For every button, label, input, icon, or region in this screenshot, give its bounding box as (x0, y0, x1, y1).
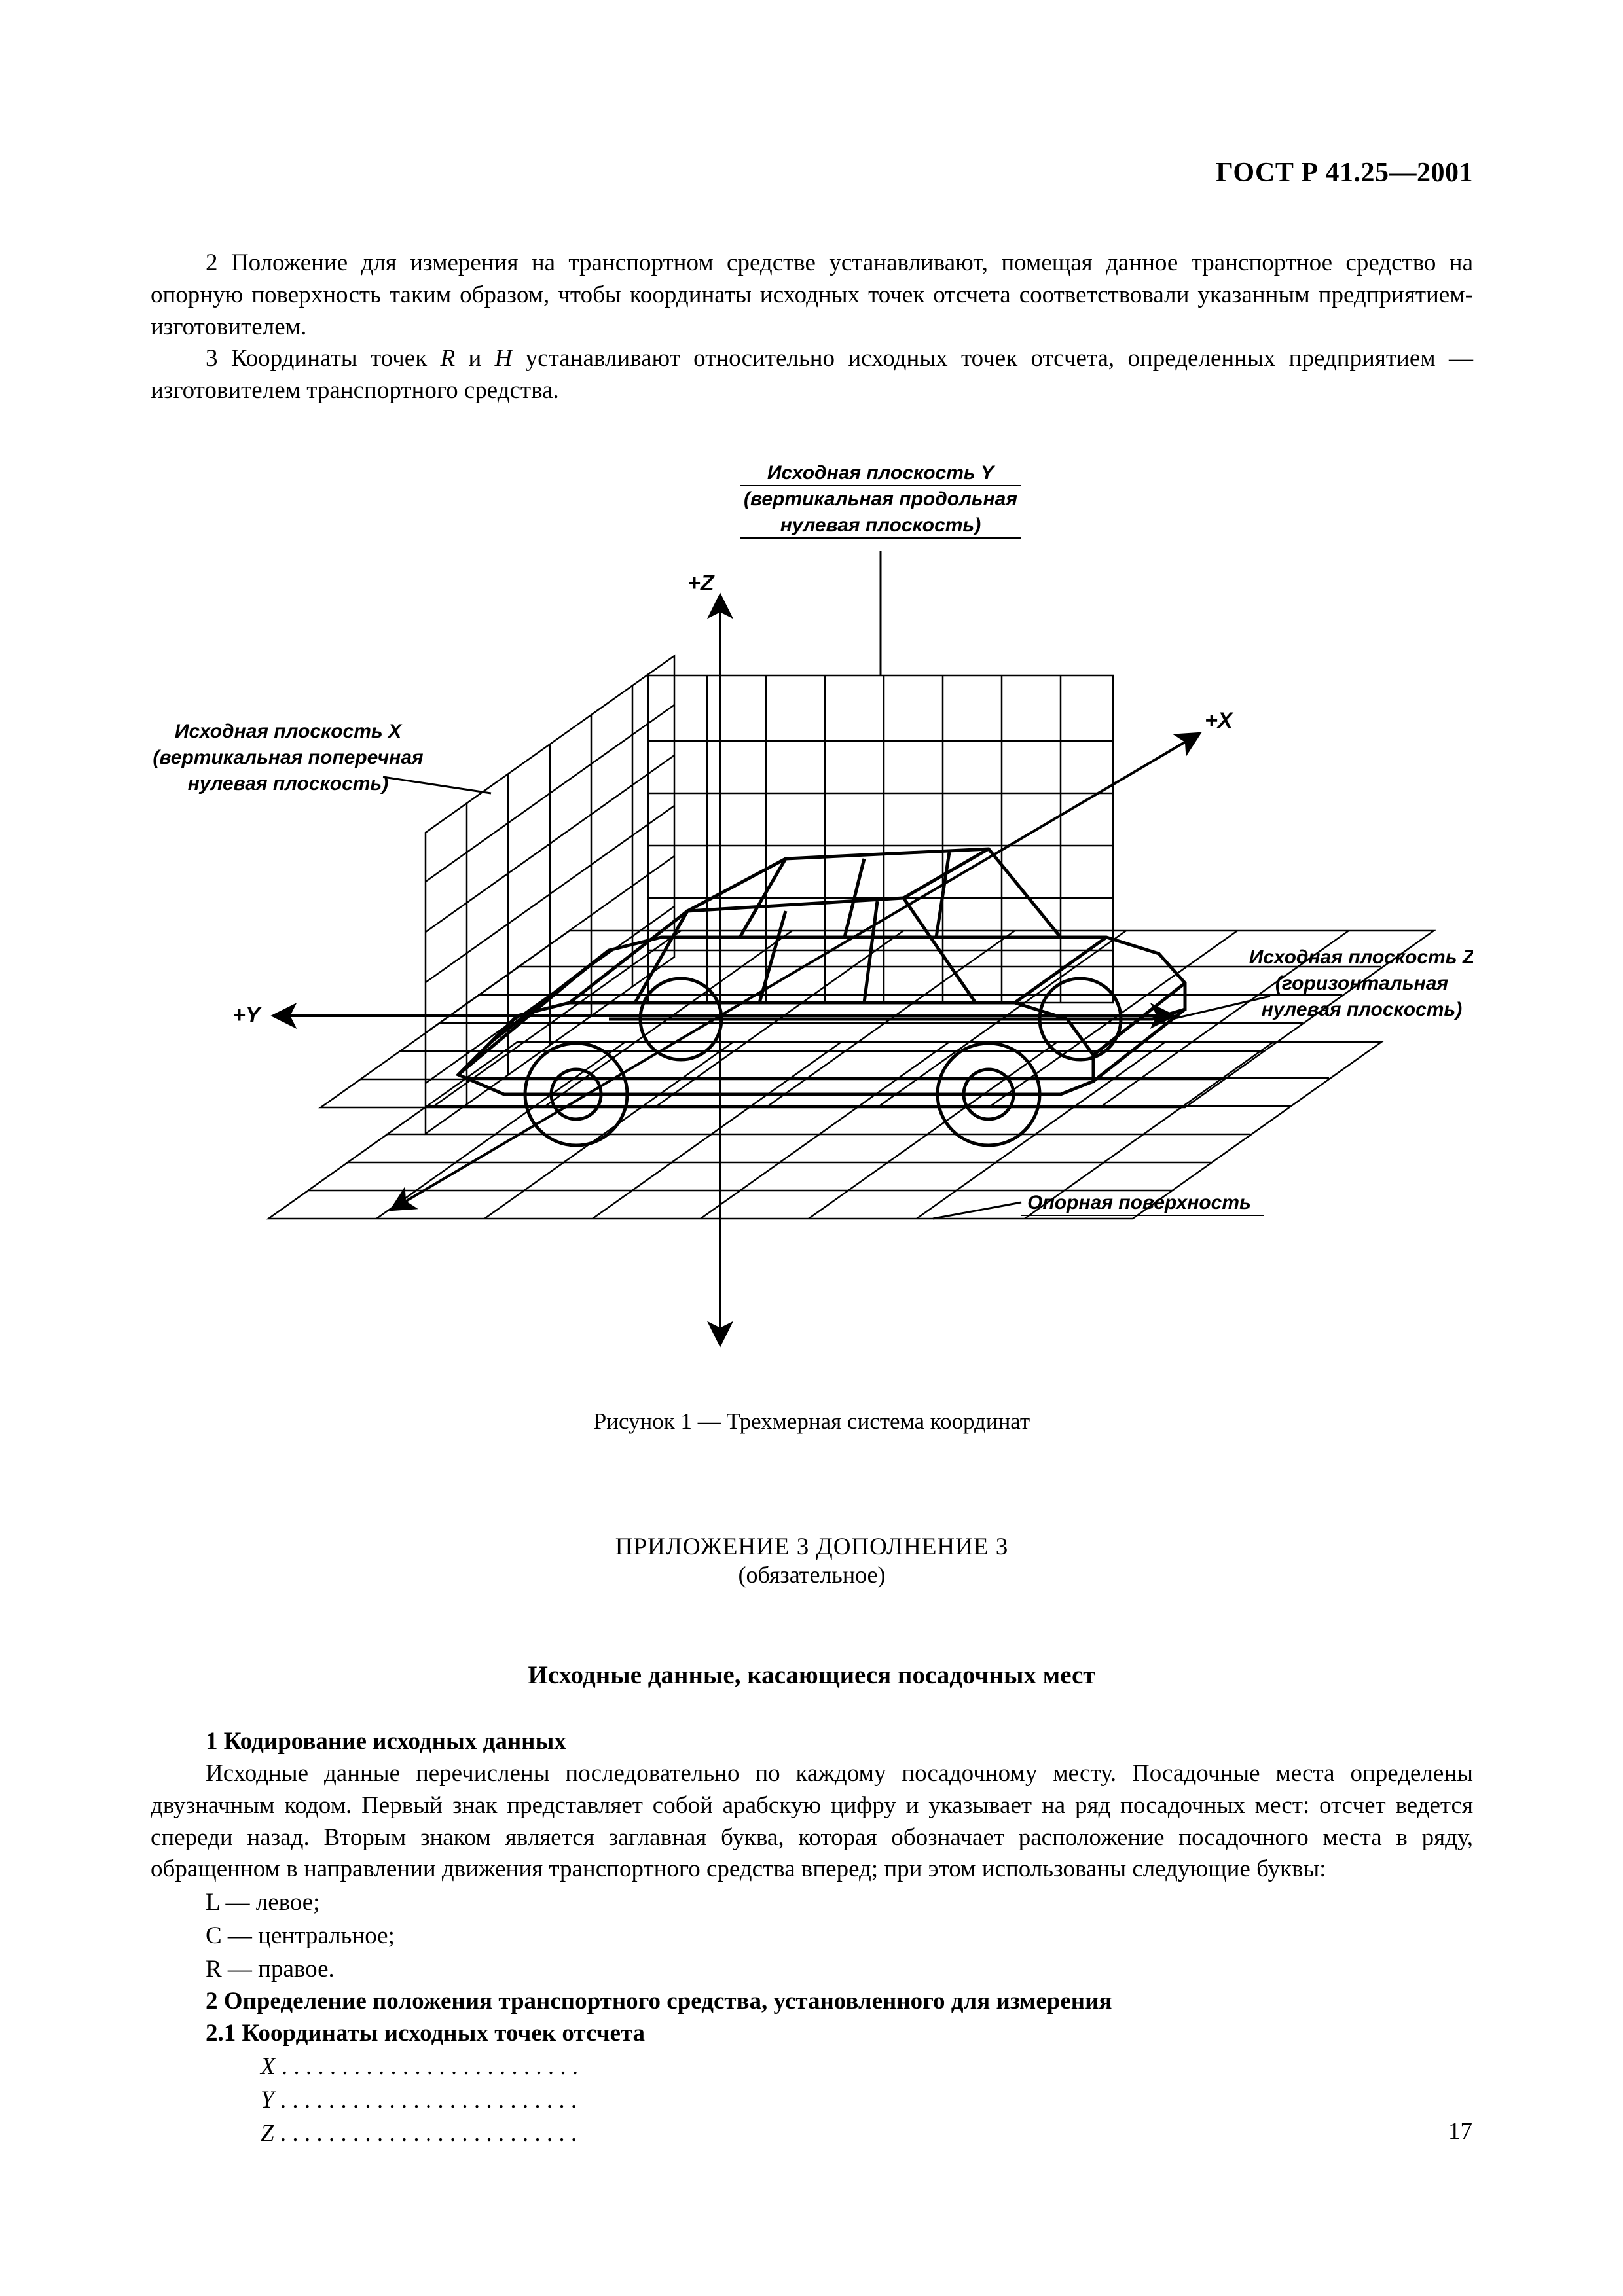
letter-item-c: C — центральное; (206, 1919, 1473, 1952)
coord-x: X . . . . . . . . . . . . . . . . . . . … (261, 2050, 1473, 2083)
p3-var-h: H (495, 345, 513, 372)
axis-plus-y-label: +Y (232, 1003, 263, 1028)
axis-plus-z-label: +Z (687, 571, 715, 596)
svg-text:Опорная поверхность: Опорная поверхность (1027, 1192, 1251, 1213)
plane-x-label: Исходная плоскость X (вертикальная попер… (153, 721, 423, 795)
svg-text:Исходная плоскость Z: Исходная плоскость Z (1249, 946, 1473, 968)
paragraph-3: 3 Координаты точек R и H устанавливают о… (151, 343, 1473, 407)
section-2-heading: 2 Определение положения транспортного ср… (151, 1986, 1473, 2018)
svg-text:нулевая плоскость): нулевая плоскость) (188, 773, 388, 795)
section-1-body: Исходные данные перечислены последовател… (151, 1758, 1473, 1886)
figure-1: +Z +X +Y Исходная плоскость Y (вертикаль… (151, 427, 1473, 1435)
svg-text:Исходная плоскость Y: Исходная плоскость Y (767, 462, 996, 484)
axis-plus-x-label: +X (1205, 708, 1234, 733)
svg-text:(вертикальная поперечная: (вертикальная поперечная (153, 747, 423, 768)
coord-y: Y . . . . . . . . . . . . . . . . . . . … (261, 2083, 1473, 2117)
figure-caption: Рисунок 1 — Трехмерная система координат (151, 1408, 1473, 1435)
letter-item-r: R — правое. (206, 1952, 1473, 1986)
svg-text:нулевая плоскость): нулевая плоскость) (1262, 999, 1462, 1020)
svg-text:(горизонтальная: (горизонтальная (1275, 973, 1449, 994)
svg-text:нулевая плоскость): нулевая плоскость) (780, 514, 981, 536)
plane-y-label: Исходная плоскость Y (вертикальная продо… (740, 462, 1021, 538)
document-id: ГОСТ Р 41.25—2001 (151, 157, 1473, 188)
section-2-1-heading: 2.1 Координаты исходных точек отсчета (151, 2018, 1473, 2050)
section-1-heading: 1 Кодирование исходных данных (151, 1726, 1473, 1758)
coord-z: Z . . . . . . . . . . . . . . . . . . . … (261, 2117, 1473, 2150)
coordinate-system-diagram: +Z +X +Y Исходная плоскость Y (вертикаль… (151, 427, 1473, 1369)
svg-text:Исходная плоскость X: Исходная плоскость X (175, 721, 403, 742)
p3-var-r: R (441, 345, 456, 372)
section-title: Исходные данные, касающиеся посадочных м… (151, 1660, 1473, 1690)
svg-text:(вертикальная продольная: (вертикальная продольная (744, 488, 1017, 510)
letter-item-l: L — левое; (206, 1886, 1473, 1919)
p3-text-b: и (455, 345, 494, 372)
appendix-subtitle: (обязательное) (151, 1561, 1473, 1588)
page-number: 17 (1448, 2117, 1472, 2145)
p3-text-a: 3 Координаты точек (206, 345, 441, 372)
paragraph-2: 2 Положение для измерения на транспортно… (151, 247, 1473, 343)
appendix-title: ПРИЛОЖЕНИЕ 3 ДОПОЛНЕНИЕ 3 (151, 1533, 1473, 1561)
plane-z-label: Исходная плоскость Z (горизонтальная нул… (1249, 946, 1473, 1020)
support-surface-label: Опорная поверхность (1021, 1192, 1264, 1215)
